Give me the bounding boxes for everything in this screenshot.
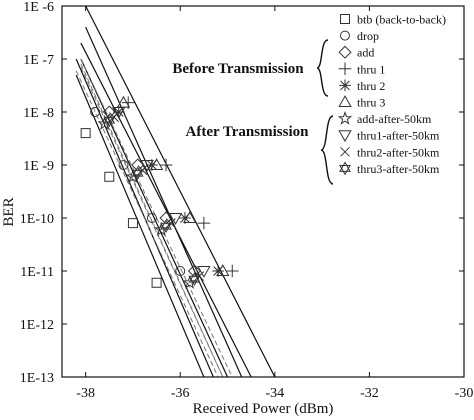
legend-label: thru 3 — [357, 96, 385, 110]
plot-frame — [61, 5, 465, 378]
legend-label: btb (back-to-back) — [357, 13, 446, 27]
y-tick-label: 1E-10 — [20, 212, 54, 227]
x-tick-label: -34 — [265, 386, 284, 401]
legend-marker — [340, 30, 350, 41]
legend-marker — [339, 161, 351, 176]
data-point-series-3 — [225, 264, 239, 278]
data-markers — [80, 95, 239, 289]
data-point-series-5 — [216, 264, 230, 276]
legend: btb (back-to-back) drop add thru 1 thru 2 thr… — [337, 13, 446, 176]
legend-label: thru2-after-50km — [357, 145, 440, 159]
data-point-series-2 — [187, 264, 201, 278]
data-point-series-1 — [175, 266, 186, 276]
legend-label: add — [357, 46, 374, 60]
legend-bracket-after — [320, 115, 334, 185]
data-point-series-2 — [159, 211, 173, 225]
data-point-series-4 — [112, 106, 125, 118]
data-point-series-4 — [179, 212, 191, 224]
legend-label: thru1-after-50km — [357, 129, 440, 143]
legend-label: add-after-50km — [357, 112, 432, 126]
legend-label: drop — [357, 29, 379, 43]
data-point-series-2 — [102, 105, 116, 119]
data-point-series-0 — [127, 218, 138, 229]
data-point-series-1 — [146, 213, 157, 223]
data-point-series-1 — [90, 107, 101, 117]
legend-label: thru3-after-50km — [357, 162, 440, 176]
data-point-series-2 — [131, 158, 145, 172]
fit-line-series-3 — [85, 6, 276, 377]
y-tick-label: 1E -8 — [23, 106, 54, 121]
x-tick-label: -32 — [360, 386, 379, 401]
data-point-series-5 — [182, 211, 197, 223]
data-point-series-6 — [154, 222, 169, 236]
data-point-series-0 — [151, 277, 162, 288]
legend-marker — [338, 130, 352, 143]
data-point-series-9 — [188, 272, 201, 287]
legend-marker — [340, 14, 350, 24]
data-point-series-1 — [118, 160, 129, 170]
data-point-series-0 — [104, 171, 115, 182]
x-tick-label: -30 — [455, 386, 474, 401]
y-tick-label: 1E-12 — [20, 318, 54, 333]
legend-marker — [337, 111, 353, 125]
legend-label: thru 1 — [357, 62, 385, 76]
data-point-series-4 — [212, 265, 224, 277]
data-point-series-3 — [197, 216, 211, 230]
y-tick-label: 1E -9 — [23, 159, 54, 174]
legend-marker — [339, 79, 351, 92]
data-point-series-7 — [168, 213, 183, 225]
data-point-series-3 — [159, 158, 173, 172]
fit-line-series-2 — [80, 58, 229, 377]
y-tick-label: 1E-11 — [20, 265, 54, 280]
legend-label: thru 2 — [357, 79, 385, 93]
legend-marker — [338, 45, 352, 59]
data-point-series-7 — [140, 160, 154, 172]
y-tick-label: 1E -6 — [23, 0, 54, 15]
data-point-series-6 — [182, 275, 197, 289]
data-point-series-7 — [197, 266, 211, 278]
x-tick-label: -36 — [171, 386, 190, 401]
fit-line-series-5 — [85, 26, 243, 377]
data-point-series-9 — [160, 219, 172, 234]
y-tick-label: 1E-13 — [20, 371, 54, 386]
data-point-series-4 — [146, 159, 158, 171]
data-point-series-5 — [149, 158, 164, 170]
data-point-series-7 — [112, 107, 126, 119]
x-tick-label: -38 — [76, 386, 95, 401]
legend-bracket-before — [316, 39, 329, 97]
x-axis-label: Received Power (dBm) — [193, 401, 334, 417]
data-point-series-9 — [131, 166, 144, 181]
fit-line-series-4 — [80, 42, 252, 377]
y-tick-label: 1E -7 — [23, 53, 54, 68]
data-point-series-9 — [103, 113, 116, 128]
data-point-series-6 — [97, 116, 112, 130]
legend-marker — [340, 146, 350, 157]
fit-line-series-0 — [75, 74, 205, 377]
legend-marker — [338, 62, 352, 76]
data-point-series-0 — [80, 128, 91, 139]
data-point-series-6 — [125, 169, 141, 183]
axis-ticks: -38 -36 -34 -32 -30 1E -6 1E -7 1E -8 1E -9 1E-10… — [20, 0, 474, 401]
y-axis-label: BER — [1, 197, 17, 226]
legend-marker — [338, 95, 352, 107]
annotation-after-transmission: After Transmission — [186, 124, 310, 140]
annotation-before-transmission: Before Transmission — [172, 61, 304, 77]
